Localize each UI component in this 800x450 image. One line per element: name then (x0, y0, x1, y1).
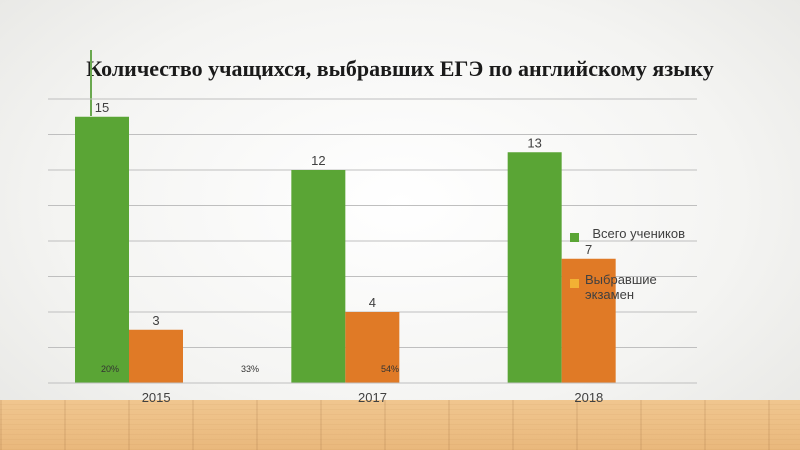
percent-annotation: 33% (241, 364, 259, 374)
x-axis: 2015 2017 2018 (48, 382, 697, 405)
legend-swatch-chosen (570, 279, 579, 288)
bar (129, 329, 183, 383)
x-tick-label: 2018 (574, 390, 603, 405)
legend-item-total: Всего учеников (570, 226, 685, 242)
percent-annotation: 20% (101, 364, 119, 374)
data-label: 7 (585, 242, 592, 257)
x-tick-label: 2017 (358, 390, 387, 405)
x-tick-label: 2015 (142, 390, 171, 405)
legend-swatch-total (570, 233, 579, 242)
percent-annotations: 20% 33% 54% (101, 364, 399, 374)
wooden-floor-decoration (0, 400, 800, 450)
accent-line (90, 50, 92, 116)
slide-title: Количество учащихся, выбравших ЕГЭ по ан… (86, 56, 714, 81)
percent-annotation: 54% (381, 364, 399, 374)
legend-label-total: Всего учеников (592, 226, 685, 241)
bar (507, 152, 562, 383)
bar (345, 312, 400, 383)
bar (291, 170, 346, 383)
bars (75, 116, 616, 383)
data-label: 3 (152, 313, 159, 328)
legend-label-chosen: Выбравшие экзамен (585, 272, 657, 302)
legend-item-chosen: Выбравшие экзамен (570, 272, 685, 302)
data-label: 13 (527, 135, 541, 150)
data-label: 15 (95, 100, 109, 115)
data-label: 12 (311, 153, 325, 168)
data-label: 4 (369, 295, 376, 310)
data-labels: 15 3 12 4 13 7 (95, 100, 593, 328)
bar (75, 116, 129, 383)
